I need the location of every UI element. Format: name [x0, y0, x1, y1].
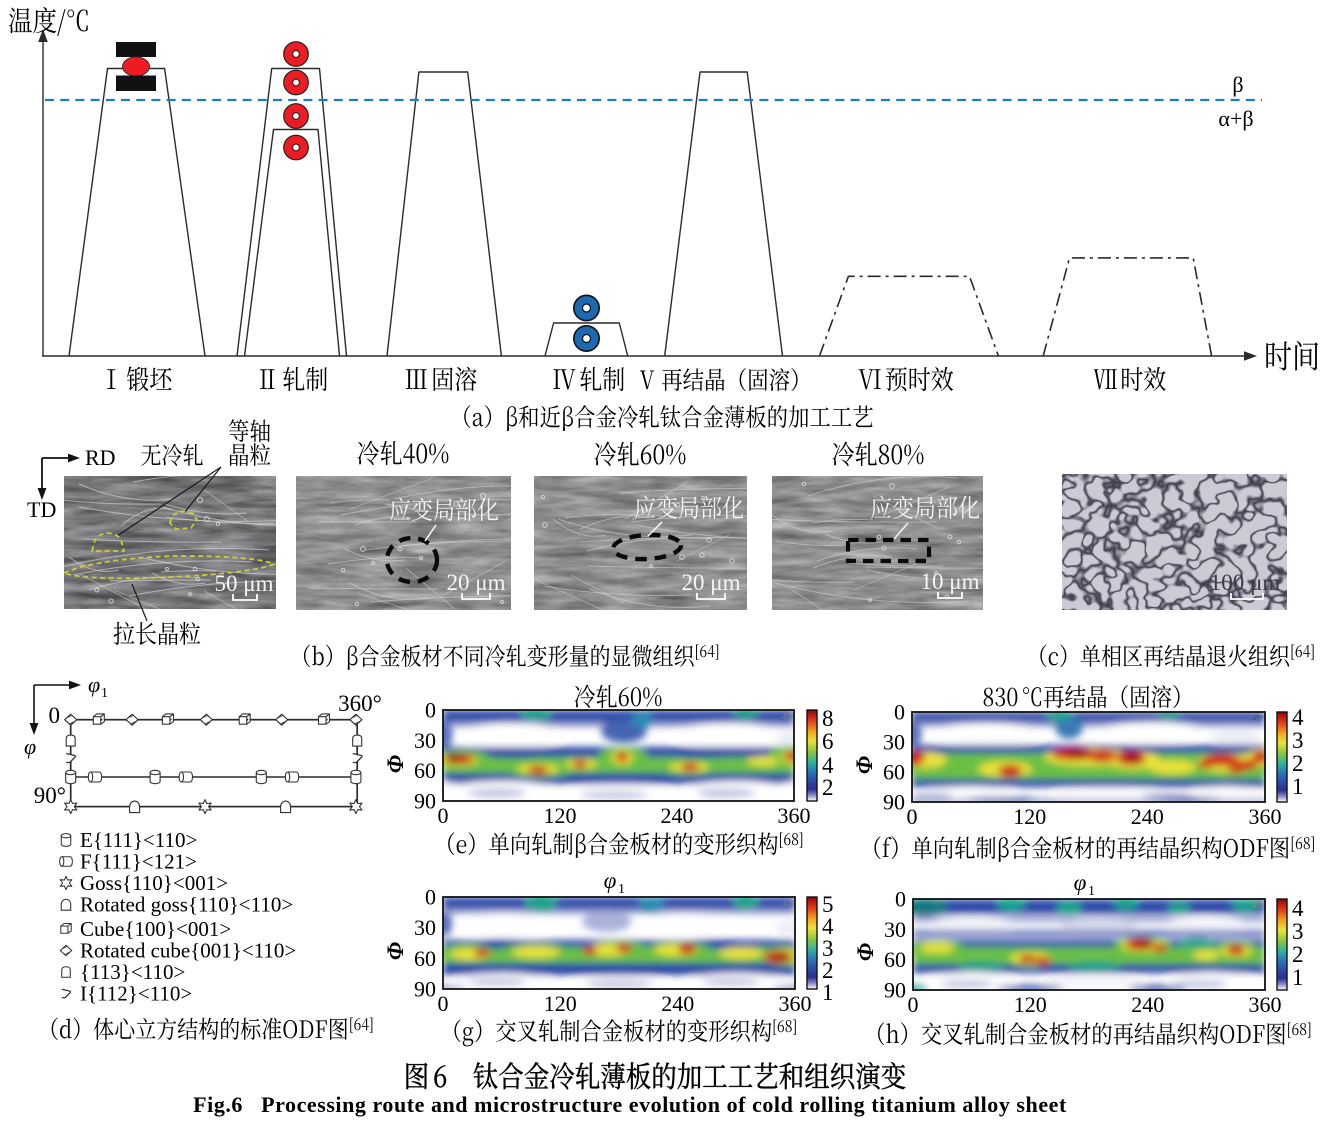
svg-text:360: 360 [1249, 804, 1282, 829]
svg-text:5: 5 [822, 892, 834, 917]
svg-text:1: 1 [1292, 774, 1304, 799]
svg-text:100 μm: 100 μm [1210, 570, 1281, 595]
svg-text:Goss{110}<001>: Goss{110}<001> [80, 871, 228, 895]
svg-text:30: 30 [883, 730, 905, 755]
svg-text:3: 3 [1292, 919, 1304, 944]
svg-text:{113}<110>: {113}<110> [80, 960, 185, 984]
svg-text:φ: φ [1074, 870, 1087, 895]
svg-text:2: 2 [822, 958, 834, 983]
svg-text:0: 0 [438, 991, 449, 1016]
svg-text:0: 0 [49, 703, 61, 728]
svg-text:60: 60 [883, 760, 905, 785]
svg-text:1: 1 [1088, 884, 1095, 899]
svg-text:60: 60 [414, 946, 436, 971]
svg-text:φ: φ [604, 868, 617, 893]
svg-text:45°: 45° [1252, 901, 1263, 910]
svg-text:0: 0 [438, 803, 449, 828]
svg-text:φ: φ [24, 734, 36, 759]
svg-text:240: 240 [1131, 992, 1164, 1017]
svg-text:60: 60 [884, 947, 906, 972]
svg-text:120: 120 [544, 803, 577, 828]
svg-text:RD: RD [85, 445, 116, 470]
svg-text:45°: 45° [782, 899, 793, 908]
svg-text:1: 1 [822, 980, 834, 1005]
svg-text:20 μm: 20 μm [682, 570, 741, 595]
svg-text:3: 3 [1292, 728, 1304, 753]
svg-text:0: 0 [425, 698, 436, 723]
svg-text:50 μm: 50 μm [215, 571, 274, 596]
svg-text:120: 120 [544, 991, 577, 1016]
svg-text:90°: 90° [34, 783, 66, 808]
svg-text:360: 360 [778, 803, 811, 828]
svg-text:120: 120 [1013, 804, 1046, 829]
svg-text:2: 2 [1292, 942, 1304, 967]
svg-text:0: 0 [895, 887, 906, 912]
svg-text:α+β: α+β [1218, 106, 1253, 131]
svg-text:90: 90 [414, 977, 436, 1002]
svg-text:10 μm: 10 μm [921, 569, 980, 594]
svg-text:45°: 45° [1252, 714, 1263, 723]
svg-text:90: 90 [884, 978, 906, 1003]
svg-text:90: 90 [414, 789, 436, 814]
svg-text:4: 4 [1292, 896, 1304, 921]
svg-text:30: 30 [884, 917, 906, 942]
svg-text:30: 30 [414, 915, 436, 940]
svg-text:0: 0 [908, 992, 919, 1017]
svg-text:120: 120 [1014, 992, 1047, 1017]
svg-text:1: 1 [1292, 965, 1304, 990]
svg-text:TD: TD [27, 497, 56, 522]
svg-text:Rotated cube{001}<110>: Rotated cube{001}<110> [80, 939, 296, 963]
svg-text:240: 240 [661, 803, 694, 828]
svg-text:0: 0 [907, 804, 918, 829]
svg-text:E{111}<110>: E{111}<110> [80, 828, 197, 852]
svg-text:Fig.6 Processing route and m: Fig.6 Processing route and microstructur… [193, 1092, 1067, 1117]
svg-text:360: 360 [779, 991, 812, 1016]
svg-text:2: 2 [1292, 751, 1304, 776]
svg-text:45°: 45° [782, 712, 793, 721]
svg-text:0: 0 [425, 885, 436, 910]
svg-text:6: 6 [822, 729, 834, 754]
svg-text:60: 60 [414, 758, 436, 783]
svg-text:360°: 360° [338, 691, 382, 716]
svg-text:1: 1 [101, 686, 108, 701]
svg-text:3: 3 [822, 936, 834, 961]
svg-text:240: 240 [661, 991, 694, 1016]
svg-text:Φ: Φ [383, 942, 408, 960]
svg-text:90: 90 [883, 790, 905, 815]
svg-text:Cube{100}<001>: Cube{100}<001> [80, 917, 231, 941]
svg-text:4: 4 [822, 914, 834, 939]
svg-text:Φ: Φ [383, 755, 408, 773]
svg-text:Φ: Φ [853, 943, 878, 961]
svg-text:β: β [1232, 72, 1243, 97]
svg-text:30: 30 [414, 728, 436, 753]
svg-text:F{111}<121>: F{111}<121> [80, 850, 197, 874]
svg-text:240: 240 [1131, 804, 1164, 829]
svg-text:Φ: Φ [852, 756, 877, 774]
svg-text:360: 360 [1249, 992, 1282, 1017]
svg-text:φ: φ [88, 672, 100, 697]
svg-text:I{112}<110>: I{112}<110> [80, 982, 192, 1006]
svg-text:20 μm: 20 μm [447, 570, 506, 595]
svg-text:0: 0 [894, 700, 905, 725]
svg-text:2: 2 [822, 775, 834, 800]
svg-text:4: 4 [1292, 705, 1304, 730]
svg-text:1: 1 [618, 882, 625, 897]
svg-text:Rotated goss{110}<110>: Rotated goss{110}<110> [80, 893, 293, 917]
svg-text:4: 4 [822, 753, 834, 778]
svg-text:8: 8 [822, 706, 834, 731]
